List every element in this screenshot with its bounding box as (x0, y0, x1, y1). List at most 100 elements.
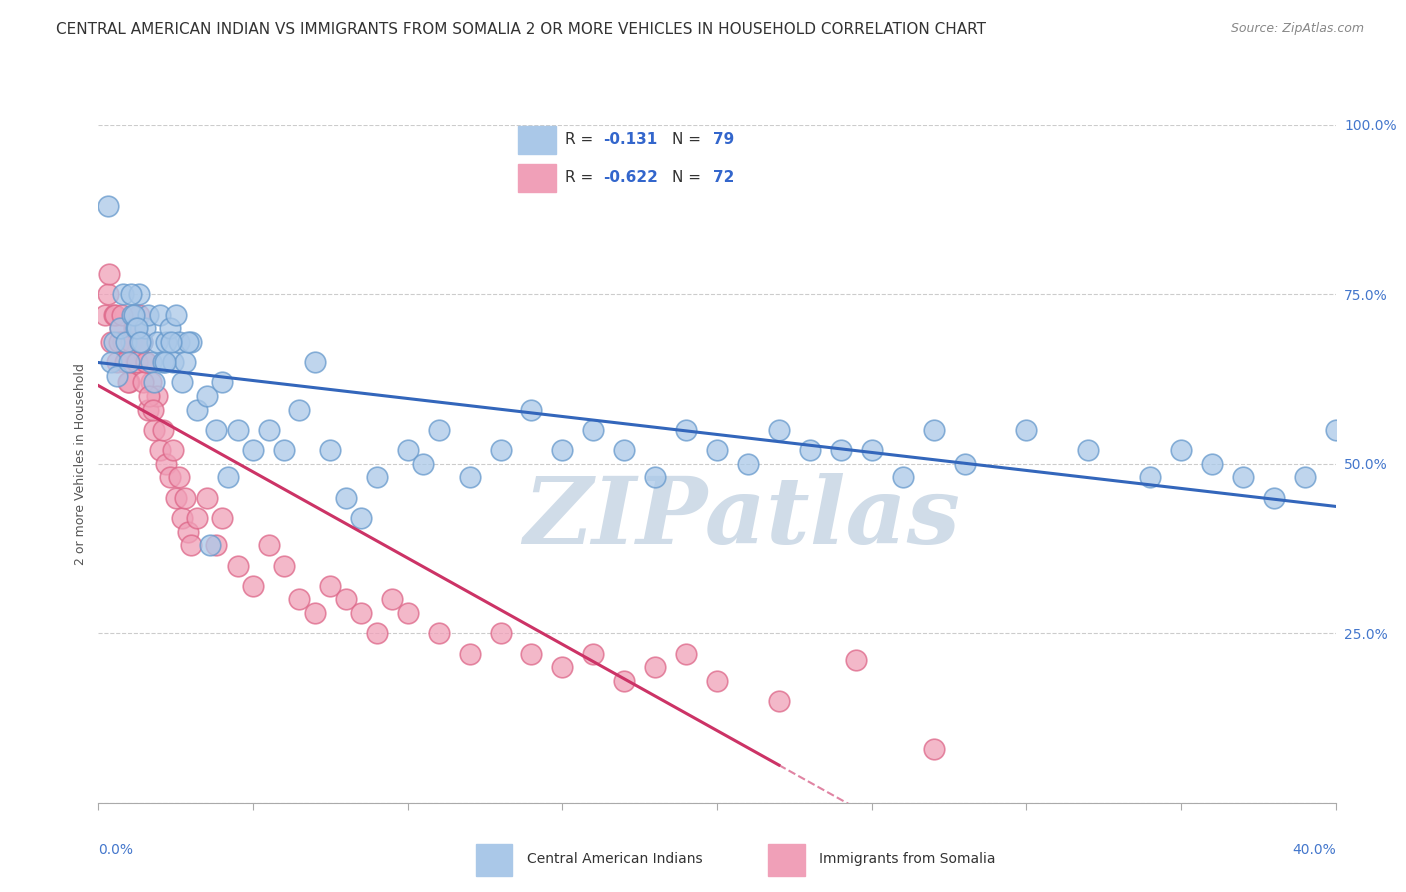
Point (1077, 443, 1099, 458)
Text: N =: N = (672, 132, 706, 147)
Point (551, 660, 574, 674)
Point (458, 647, 481, 661)
Point (242, 579, 264, 593)
Point (118, 376, 141, 390)
Point (177, 524, 200, 539)
Point (138, 389, 160, 403)
Point (288, 402, 311, 417)
Point (180, 334, 202, 349)
Point (582, 423, 605, 437)
Point (582, 647, 605, 661)
Point (146, 389, 169, 403)
Text: Immigrants from Somalia: Immigrants from Somalia (820, 852, 995, 865)
Point (146, 334, 169, 349)
Point (706, 673, 728, 688)
Point (118, 355, 141, 369)
Point (273, 443, 295, 458)
Point (127, 355, 149, 369)
Point (675, 647, 697, 661)
Point (860, 443, 883, 458)
Point (129, 334, 152, 349)
Point (226, 558, 249, 573)
Point (122, 321, 145, 335)
Point (1324, 423, 1347, 437)
Point (170, 376, 193, 390)
Point (489, 443, 512, 458)
Point (155, 334, 177, 349)
Point (613, 673, 636, 688)
FancyBboxPatch shape (475, 844, 512, 876)
Point (211, 511, 233, 525)
Point (1232, 470, 1254, 484)
Point (136, 402, 159, 417)
Point (108, 321, 131, 335)
Point (520, 402, 543, 417)
Point (427, 423, 450, 437)
Text: -0.622: -0.622 (603, 170, 658, 186)
Point (174, 491, 197, 505)
Point (922, 423, 945, 437)
Point (120, 334, 142, 349)
Point (644, 660, 666, 674)
Point (117, 376, 139, 390)
Point (845, 653, 868, 667)
Point (120, 287, 142, 301)
Text: 40.0%: 40.0% (1292, 844, 1336, 857)
Text: ZIPatlas: ZIPatlas (523, 473, 960, 563)
Point (205, 423, 228, 437)
Point (152, 355, 174, 369)
Point (131, 334, 153, 349)
Y-axis label: 2 or more Vehicles in Household: 2 or more Vehicles in Household (75, 363, 87, 565)
Text: 79: 79 (713, 132, 734, 147)
Point (159, 321, 181, 335)
Text: R =: R = (565, 170, 599, 186)
Point (112, 334, 135, 349)
Point (100, 355, 122, 369)
Point (242, 443, 264, 458)
Text: Source: ZipAtlas.com: Source: ZipAtlas.com (1230, 22, 1364, 36)
Point (195, 389, 218, 403)
Point (132, 376, 155, 390)
Point (1170, 443, 1192, 458)
Point (675, 423, 697, 437)
Text: 72: 72 (713, 170, 734, 186)
Point (129, 334, 152, 349)
Point (143, 423, 166, 437)
Point (121, 308, 143, 322)
Point (139, 355, 162, 369)
Text: CENTRAL AMERICAN INDIAN VS IMMIGRANTS FROM SOMALIA 2 OR MORE VEHICLES IN HOUSEHO: CENTRAL AMERICAN INDIAN VS IMMIGRANTS FR… (56, 22, 986, 37)
Point (799, 443, 821, 458)
Point (257, 538, 280, 552)
Point (155, 457, 177, 471)
Point (97, 287, 120, 301)
Point (396, 443, 419, 458)
Point (922, 741, 945, 756)
Point (153, 355, 176, 369)
Point (427, 626, 450, 640)
Point (768, 423, 790, 437)
Point (198, 538, 221, 552)
FancyBboxPatch shape (517, 164, 557, 192)
Point (1139, 470, 1161, 484)
Point (160, 334, 183, 349)
Point (891, 470, 914, 484)
Point (195, 491, 218, 505)
Point (162, 443, 184, 458)
Point (273, 558, 295, 573)
Point (458, 470, 481, 484)
Point (143, 376, 166, 390)
Point (186, 402, 208, 417)
Point (830, 443, 852, 458)
Point (489, 626, 512, 640)
Text: Central American Indians: Central American Indians (527, 852, 703, 865)
Point (167, 470, 190, 484)
Point (128, 287, 150, 301)
Point (97, 199, 120, 213)
Point (217, 470, 239, 484)
Point (170, 511, 193, 525)
Point (135, 355, 157, 369)
Point (167, 334, 190, 349)
Point (953, 457, 976, 471)
Text: R =: R = (565, 132, 599, 147)
Point (706, 443, 728, 458)
